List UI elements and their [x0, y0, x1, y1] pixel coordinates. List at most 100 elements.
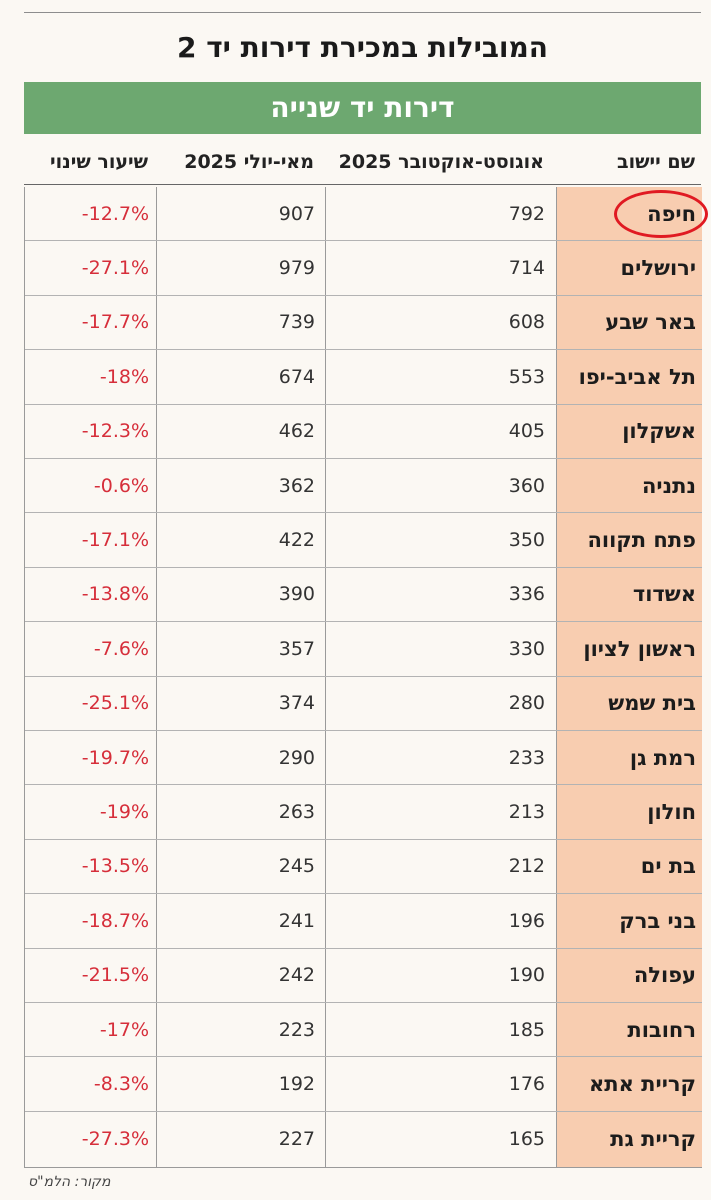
cell-may-jul: 357: [278, 637, 315, 660]
cell-city-name: ירושלים: [620, 256, 696, 281]
cell-may-jul: 192: [278, 1073, 315, 1096]
column-divider: [156, 187, 157, 1167]
cell-aug-oct: 233: [508, 746, 545, 769]
cell-may-jul: 290: [278, 746, 315, 769]
cell-change: -18.7%: [81, 909, 149, 932]
column-header-name: שם יישוב: [617, 151, 695, 173]
page-title: המובילות במכירת דירות יד 2: [176, 31, 548, 64]
cell-aug-oct: 405: [508, 420, 545, 443]
cell-may-jul: 390: [278, 583, 315, 606]
cell-aug-oct: 190: [508, 964, 545, 987]
cell-aug-oct: 330: [508, 637, 545, 660]
cell-city-name: פתח תקווה: [587, 528, 696, 553]
cell-change: -19%: [99, 801, 149, 824]
column-divider: [325, 187, 326, 1167]
cell-aug-oct: 185: [508, 1018, 545, 1041]
cell-may-jul: 245: [278, 855, 315, 878]
cell-change: -7.6%: [93, 637, 149, 660]
cell-change: -25.1%: [81, 692, 149, 715]
cell-aug-oct: 280: [508, 692, 545, 715]
cell-aug-oct: 608: [508, 311, 545, 334]
cell-change: -18%: [99, 365, 149, 388]
cell-change: -19.7%: [81, 746, 149, 769]
table-row: ירושלים 714 979 -27.1%: [25, 241, 702, 296]
cell-change: -13.5%: [81, 855, 149, 878]
cell-city-name: אשקלון: [622, 419, 696, 444]
table-band-title: דירות יד שנייה: [24, 82, 701, 134]
column-header-may-jul: מאי-יולי 2025: [184, 151, 314, 173]
top-rule: [24, 12, 701, 13]
cell-change: -12.3%: [81, 420, 149, 443]
cell-change: -0.6%: [93, 474, 149, 497]
cell-change: -13.8%: [81, 583, 149, 606]
cell-may-jul: 241: [278, 909, 315, 932]
cell-city-name: באר שבע: [605, 310, 696, 335]
cell-may-jul: 362: [278, 474, 315, 497]
cell-change: -17.1%: [81, 529, 149, 552]
table-row: חולון 213 263 -19%: [25, 785, 702, 840]
cell-city-name: בני ברק: [619, 908, 696, 933]
cell-may-jul: 223: [278, 1018, 315, 1041]
cell-city-name: חולון: [647, 800, 696, 825]
cell-city-name: אשדוד: [632, 582, 696, 607]
cell-may-jul: 263: [278, 801, 315, 824]
cell-city-name: בית שמש: [608, 691, 696, 716]
table-row: תל אביב-יפו 553 674 -18%: [25, 350, 702, 405]
table-row: פתח תקווה 350 422 -17.1%: [25, 513, 702, 568]
cell-aug-oct: 360: [508, 474, 545, 497]
cell-change: -21.5%: [81, 964, 149, 987]
table-row: חיפה 792 907 -12.7%: [25, 187, 702, 242]
highlight-circle: [614, 190, 708, 238]
cell-change: -27.3%: [81, 1127, 149, 1150]
table-row: אשקלון 405 462 -12.3%: [25, 405, 702, 459]
cell-may-jul: 242: [278, 964, 315, 987]
cell-may-jul: 979: [278, 257, 315, 280]
table-row: נתניה 360 362 -0.6%: [25, 459, 702, 514]
cell-aug-oct: 212: [508, 855, 545, 878]
table-row: בת ים 212 245 -13.5%: [25, 840, 702, 895]
column-header-change: שיעור שינוי: [50, 151, 148, 173]
cell-may-jul: 907: [278, 202, 315, 225]
cell-city-name: קריית גת: [610, 1126, 696, 1151]
table-row: ראשון לציון 330 357 -7.6%: [25, 622, 702, 677]
cell-change: -17.7%: [81, 311, 149, 334]
cell-may-jul: 739: [278, 311, 315, 334]
cell-city-name: בת ים: [640, 854, 696, 879]
cell-change: -12.7%: [81, 202, 149, 225]
cell-city-name: עפולה: [633, 963, 696, 988]
name-column-background: [556, 187, 702, 1167]
table-row: באר שבע 608 739 -17.7%: [25, 296, 702, 351]
cell-may-jul: 462: [278, 420, 315, 443]
cell-city-name: ראשון לציון: [583, 636, 696, 661]
cell-aug-oct: 350: [508, 529, 545, 552]
cell-change: -8.3%: [93, 1073, 149, 1096]
column-divider: [556, 187, 557, 1167]
cell-aug-oct: 196: [508, 909, 545, 932]
cell-may-jul: 674: [278, 365, 315, 388]
table-row: רחובות 185 223 -17%: [25, 1003, 702, 1058]
cell-aug-oct: 336: [508, 583, 545, 606]
cell-change: -27.1%: [81, 257, 149, 280]
cell-aug-oct: 714: [508, 257, 545, 280]
cell-aug-oct: 213: [508, 801, 545, 824]
cell-city-name: נתניה: [642, 473, 696, 498]
table-row: עפולה 190 242 -21.5%: [25, 949, 702, 1003]
header-rule: [24, 184, 701, 185]
cell-may-jul: 374: [278, 692, 315, 715]
cell-city-name: רחובות: [627, 1017, 696, 1042]
table-row: בני ברק 196 241 -18.7%: [25, 894, 702, 949]
cell-aug-oct: 792: [508, 202, 545, 225]
table-row: קריית אתא 176 192 -8.3%: [25, 1057, 702, 1112]
cell-may-jul: 422: [278, 529, 315, 552]
cell-may-jul: 227: [278, 1127, 315, 1150]
cell-aug-oct: 176: [508, 1073, 545, 1096]
cell-change: -17%: [99, 1018, 149, 1041]
column-header-aug-oct: אוגוסט-אוקטובר 2025: [338, 151, 544, 173]
source-note: מקור: הלמ"ס: [28, 1174, 111, 1190]
cell-city-name: רמת גן: [629, 745, 696, 770]
data-table: חיפה 792 907 -12.7% ירושלים 714 979 -27.1% באר ש…: [24, 187, 702, 1168]
cell-city-name: תל אביב-יפו: [578, 364, 696, 389]
table-row: רמת גן 233 290 -19.7%: [25, 731, 702, 786]
table-row: קריית גת 165 227 -27.3%: [25, 1112, 702, 1166]
table-row: בית שמש 280 374 -25.1%: [25, 677, 702, 731]
